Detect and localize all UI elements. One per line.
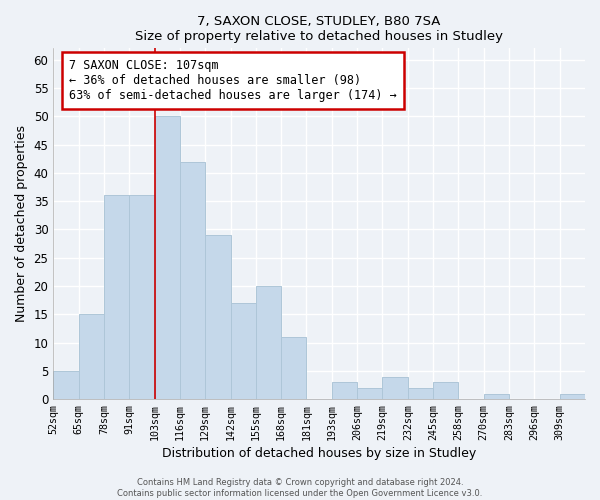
Bar	[433, 382, 458, 399]
Bar	[53, 371, 79, 399]
Bar	[180, 162, 205, 399]
Bar	[484, 394, 509, 399]
Bar	[79, 314, 104, 399]
Text: 7 SAXON CLOSE: 107sqm
← 36% of detached houses are smaller (98)
63% of semi-deta: 7 SAXON CLOSE: 107sqm ← 36% of detached …	[69, 59, 397, 102]
Bar	[382, 376, 408, 399]
Bar	[560, 394, 585, 399]
Bar	[408, 388, 433, 399]
Bar	[256, 286, 281, 399]
Bar	[332, 382, 357, 399]
Bar	[281, 337, 307, 399]
Bar	[230, 303, 256, 399]
Text: Contains HM Land Registry data © Crown copyright and database right 2024.
Contai: Contains HM Land Registry data © Crown c…	[118, 478, 482, 498]
Title: 7, SAXON CLOSE, STUDLEY, B80 7SA
Size of property relative to detached houses in: 7, SAXON CLOSE, STUDLEY, B80 7SA Size of…	[135, 15, 503, 43]
Bar	[129, 196, 155, 399]
Y-axis label: Number of detached properties: Number of detached properties	[15, 126, 28, 322]
Bar	[155, 116, 180, 399]
Bar	[357, 388, 382, 399]
Bar	[205, 235, 230, 399]
X-axis label: Distribution of detached houses by size in Studley: Distribution of detached houses by size …	[162, 447, 476, 460]
Bar	[104, 196, 129, 399]
